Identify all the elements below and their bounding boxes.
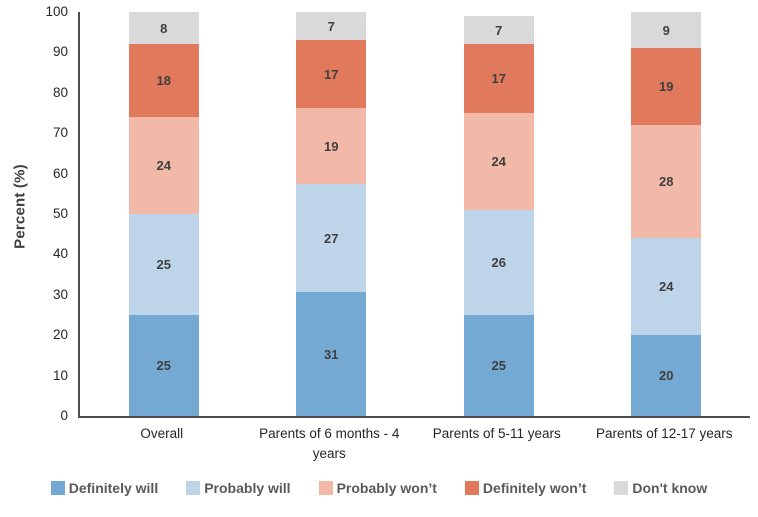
bar-segment: 26 [463, 209, 534, 315]
legend: Definitely will Probably will Probably won… [0, 480, 758, 496]
y-tick-label: 30 [52, 286, 68, 302]
bar-segment-value: 25 [156, 257, 171, 272]
bar-segment: 28 [631, 125, 702, 239]
x-category-label: Overall [140, 426, 184, 441]
bar-segment-value: 25 [156, 358, 171, 373]
legend-label: Don't know [632, 480, 708, 496]
y-tick-label: 50 [52, 206, 68, 221]
bar-segment: 31 [296, 292, 367, 416]
bar-segment-value: 27 [324, 230, 339, 246]
x-axis-category-labels: Overall Parents of 6 months - 4 years Pare… [78, 424, 748, 463]
legend-label: Probably won’t [336, 480, 437, 496]
legend-swatch-icon [614, 481, 629, 495]
bar-segment-value: 17 [324, 66, 339, 82]
bar-segment: 18 [128, 44, 199, 118]
y-tick-label: 100 [45, 4, 68, 19]
legend-item: Definitely will [50, 480, 159, 496]
legend-swatch-icon [318, 481, 333, 495]
bar-segment: 17 [463, 44, 534, 113]
bar-segment-value: 31 [324, 346, 339, 362]
y-axis-ticks: 0 10 20 30 40 50 60 70 80 90 100 [0, 0, 68, 517]
bar-segment: 8 [128, 12, 199, 45]
bar-segment: 25 [128, 315, 199, 416]
bar-segment-value: 28 [659, 174, 674, 190]
bar-segment-value: 7 [495, 22, 503, 38]
y-tick-label: 70 [52, 125, 68, 141]
bar-segment: 7 [463, 16, 534, 45]
y-tick-label: 10 [52, 367, 68, 383]
legend-item: Definitely won’t [464, 480, 587, 496]
bar-segment-value: 7 [327, 18, 335, 34]
legend-item: Don't know [614, 480, 707, 496]
bar-segment-value: 24 [659, 279, 674, 295]
bar-segment: 20 [631, 335, 702, 416]
bar-segment: 24 [463, 113, 534, 210]
legend-swatch-icon [186, 481, 201, 495]
bar-segment-value: 17 [491, 71, 506, 87]
bar-segment-value: 19 [659, 79, 674, 95]
bar-segment-value: 24 [156, 158, 171, 174]
legend-swatch-icon [50, 481, 65, 495]
bar-segment-value: 20 [659, 368, 674, 384]
x-category-label: Parents of 12-17 years [595, 426, 733, 441]
y-tick-label: 90 [52, 44, 68, 60]
legend-label: Probably will [204, 480, 291, 496]
legend-item: Probably won’t [318, 480, 437, 496]
legend-item: Probably will [186, 480, 291, 496]
y-tick-label: 60 [52, 165, 68, 181]
y-tick-label: 80 [52, 84, 68, 100]
x-category-label: Parents of 5-11 years [432, 426, 561, 441]
bar-segment: 19 [296, 108, 367, 184]
bar-segment-value: 24 [491, 153, 506, 169]
legend-swatch-icon [464, 481, 479, 495]
y-tick-label: 0 [60, 408, 68, 423]
bar-segment: 25 [128, 214, 199, 315]
bar-segment-value: 25 [491, 358, 506, 373]
bar-segment-value: 8 [160, 20, 168, 36]
bar-segment: 25 [463, 315, 534, 416]
bar-segment: 7 [296, 12, 367, 40]
bar-segment-value: 19 [324, 138, 339, 154]
legend-label: Definitely will [68, 480, 159, 496]
x-category-label: Parents of 6 months - 4 years [259, 426, 400, 461]
bar-segment-value: 9 [662, 22, 670, 38]
bar-segment: 17 [296, 40, 367, 108]
bars-layer: 25 25 24 18 8 31 27 19 17 7 25 26 24 17 7 20 24 28 19 9 [80, 12, 750, 416]
bar-segment: 24 [631, 238, 702, 336]
bar-segment: 27 [296, 184, 367, 292]
bar-segment-value: 26 [491, 254, 506, 270]
y-tick-label: 40 [52, 246, 68, 262]
bar-segment: 9 [631, 12, 702, 49]
bar-segment-value: 18 [156, 73, 171, 89]
y-tick-label: 20 [52, 327, 68, 343]
plot-area: 25 25 24 18 8 31 27 19 17 7 25 26 24 17 7 20 24 28 19 9 [78, 12, 750, 418]
legend-label: Definitely won’t [482, 480, 587, 496]
bar-segment: 19 [631, 48, 702, 126]
bar-segment: 24 [128, 117, 199, 214]
